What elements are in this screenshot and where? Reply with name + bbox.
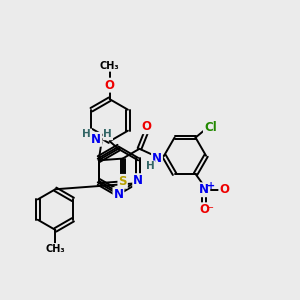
Text: O: O (219, 183, 229, 196)
Text: +: + (207, 181, 215, 190)
Text: O: O (199, 203, 209, 216)
Text: CH₃: CH₃ (100, 61, 119, 71)
Text: H: H (82, 129, 91, 140)
Text: ⁻: ⁻ (208, 205, 214, 215)
Text: N: N (199, 183, 209, 196)
Text: O: O (142, 120, 152, 133)
Text: N: N (113, 188, 124, 201)
Text: N: N (91, 133, 101, 146)
Text: S: S (118, 175, 127, 188)
Text: O: O (105, 79, 115, 92)
Text: N: N (152, 152, 162, 165)
Text: H: H (146, 161, 154, 171)
Text: N: N (133, 174, 143, 187)
Text: CH₃: CH₃ (46, 244, 65, 254)
Text: H: H (103, 129, 112, 140)
Text: Cl: Cl (204, 121, 217, 134)
